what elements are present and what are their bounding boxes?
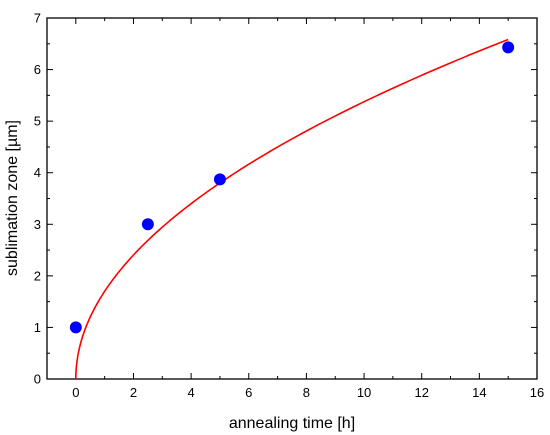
y-tick-label: 2 — [34, 268, 41, 283]
y-tick-label: 3 — [34, 217, 41, 232]
y-tick-label: 4 — [34, 165, 41, 180]
y-tick-label: 0 — [34, 372, 41, 387]
data-point — [141, 218, 154, 231]
y-tick-label: 7 — [34, 11, 41, 26]
plot-frame — [46, 17, 538, 380]
x-tick-label: 10 — [357, 385, 371, 400]
x-axis-title: annealing time [h] — [229, 415, 355, 432]
y-tick-label: 6 — [34, 62, 41, 77]
data-point — [213, 173, 226, 186]
data-point — [502, 41, 515, 54]
data-points-layer — [69, 41, 515, 334]
fit-curve — [75, 38, 509, 380]
x-tick-label: 0 — [72, 385, 79, 400]
ticks-layer — [46, 17, 538, 380]
x-tick-label: 12 — [414, 385, 428, 400]
x-tick-label: 4 — [188, 385, 195, 400]
y-tick-label: 5 — [34, 114, 41, 129]
y-tick-label: 1 — [34, 320, 41, 335]
y-axis-title: sublimation zone [µm] — [4, 120, 21, 276]
x-tick-label: 14 — [472, 385, 486, 400]
x-tick-label: 2 — [130, 385, 137, 400]
x-tick-label: 16 — [530, 385, 544, 400]
x-tick-label: 8 — [303, 385, 310, 400]
data-point — [69, 321, 82, 334]
x-tick-label: 6 — [245, 385, 252, 400]
